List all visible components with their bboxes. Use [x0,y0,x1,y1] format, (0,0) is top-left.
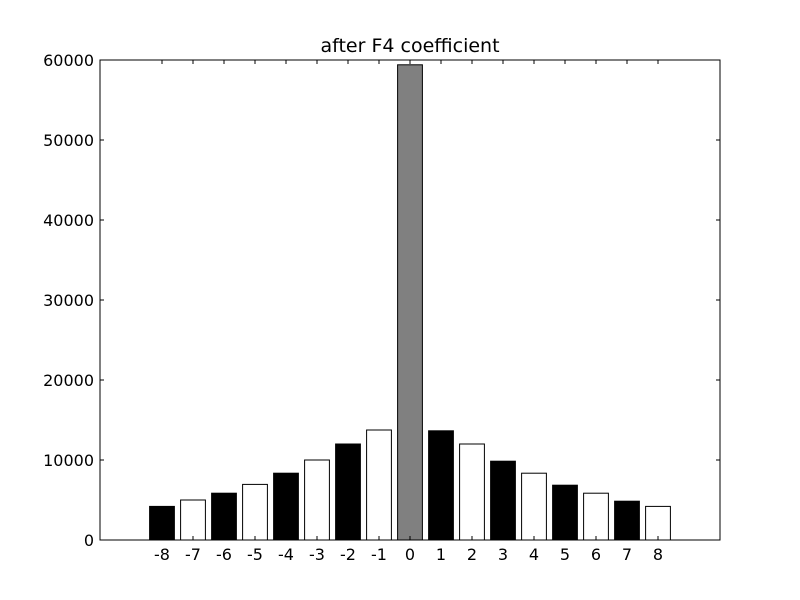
x-tick-label: 8 [653,545,663,564]
x-tick-label: -2 [340,545,356,564]
x-tick-label: 2 [467,545,477,564]
y-tick-label: 40000 [43,211,94,230]
bar [149,505,175,541]
bar [614,500,640,541]
bar [304,459,330,541]
bar [211,492,237,541]
bar [335,443,361,541]
y-tick-label: 50000 [43,131,94,150]
x-tick-label: -4 [278,545,294,564]
x-tick-label: -3 [309,545,325,564]
bar [180,499,206,541]
x-tick-label: -1 [371,545,387,564]
x-tick-label: -5 [247,545,263,564]
bar [490,460,516,541]
x-tick-label: 7 [622,545,632,564]
x-tick-label: 3 [498,545,508,564]
x-tick-label: -8 [154,545,170,564]
bar [366,429,392,541]
bar [428,430,454,541]
y-tick-label: 20000 [43,371,94,390]
bar [242,483,268,541]
y-axis: 0 10000 20000 30000 40000 50000 60000 [43,51,720,550]
x-tick-label: 1 [436,545,446,564]
x-tick-label: 0 [405,545,415,564]
plot-frame [99,59,721,541]
y-tick-label: 30000 [43,291,94,310]
x-tick-label: -6 [216,545,232,564]
bar [645,505,671,541]
bar [552,484,578,541]
bars-group [149,64,671,541]
x-tick-label: -7 [185,545,201,564]
x-tick-label: 4 [529,545,539,564]
bar [397,64,423,541]
y-tick-label: 60000 [43,51,94,70]
bar [459,443,485,541]
x-axis: -8 -7 -6 -5 -4 -3 -2 -1 0 1 2 3 4 5 6 7 8 [154,60,663,564]
x-tick-label: 5 [560,545,570,564]
y-tick-label: 0 [84,531,94,550]
bar [521,472,547,541]
chart-title: after F4 coefficient [320,35,499,57]
x-tick-label: 6 [591,545,601,564]
bar [583,492,609,541]
bar [273,472,299,541]
y-tick-label: 10000 [43,451,94,470]
